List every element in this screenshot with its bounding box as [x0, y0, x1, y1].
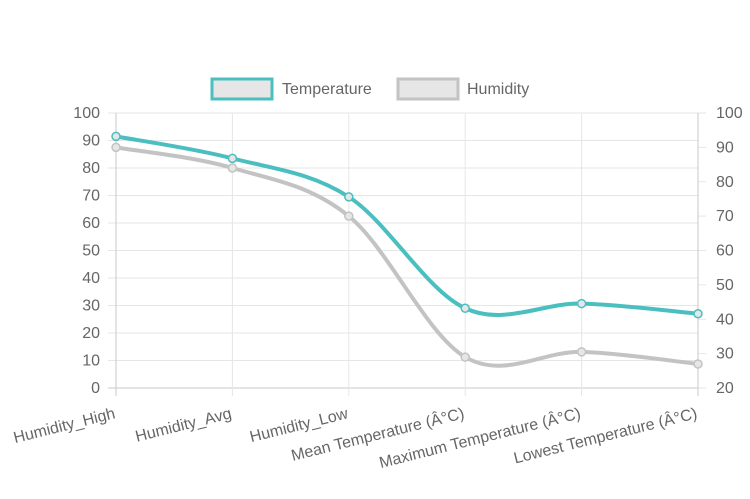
legend: Temperature Humidity — [210, 77, 529, 101]
left-tick-label: 30 — [82, 298, 100, 315]
left-tick-label: 80 — [82, 160, 100, 177]
temperature-point[interactable] — [460, 303, 470, 313]
left-tick-label: 90 — [82, 133, 100, 150]
right-tick-label: 30 — [716, 346, 734, 363]
humidity-point[interactable] — [460, 352, 470, 362]
category-label: Humidity_Avg — [134, 405, 234, 445]
legend-swatch-temperature[interactable] — [210, 77, 274, 101]
right-tick-label: 50 — [716, 277, 734, 294]
temperature-point[interactable] — [111, 131, 121, 142]
temperature-point[interactable] — [576, 298, 587, 309]
humidity-point[interactable] — [227, 163, 238, 173]
right-tick-label: 90 — [716, 139, 734, 156]
temperature-point[interactable] — [227, 153, 238, 164]
legend-swatch-humidity[interactable] — [396, 77, 460, 101]
humidity-point[interactable] — [111, 142, 121, 153]
right-tick-label: 70 — [716, 208, 734, 225]
right-tick-label: 100 — [716, 105, 743, 122]
temperature-line — [115, 134, 699, 317]
left-tick-label: 40 — [82, 270, 100, 287]
left-tick-label: 20 — [82, 325, 100, 342]
humidity-point[interactable] — [344, 211, 354, 221]
right-tick-label: 80 — [716, 174, 734, 191]
right-tick-label: 40 — [716, 311, 734, 328]
category-label: Humidity_High — [12, 405, 117, 447]
left-tick-label: 50 — [82, 243, 100, 260]
left-tick-label: 10 — [82, 353, 100, 370]
category-label: Maximum Temperature (Â°C) — [377, 403, 582, 472]
temperature-point[interactable] — [344, 192, 354, 202]
axes: 0 10 20 30 40 50 60 70 80 90 100 20 30 40 50 60 70 80 90 10… — [12, 105, 743, 472]
humidity-point[interactable] — [576, 347, 587, 357]
left-tick-label: 100 — [73, 105, 100, 122]
legend-label-humidity[interactable]: Humidity — [467, 81, 529, 98]
temperature-point[interactable] — [693, 309, 703, 319]
left-tick-label: 70 — [82, 188, 100, 205]
right-tick-label: 60 — [716, 243, 734, 260]
right-tick-label: 20 — [716, 380, 734, 397]
legend-label-temperature[interactable]: Temperature — [282, 81, 372, 98]
humidity-point[interactable] — [693, 359, 703, 369]
left-tick-label: 0 — [91, 380, 100, 397]
category-label: Lowest Temperature (Â°C) — [512, 403, 699, 467]
left-tick-label: 60 — [82, 215, 100, 232]
series — [111, 131, 703, 369]
